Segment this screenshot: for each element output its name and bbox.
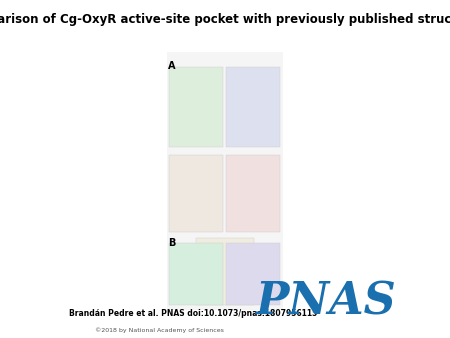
FancyBboxPatch shape xyxy=(166,52,284,310)
Text: PNAS: PNAS xyxy=(256,280,396,323)
Text: Brandán Pedre et al. PNAS doi:10.1073/pnas.1807956115: Brandán Pedre et al. PNAS doi:10.1073/pn… xyxy=(69,309,317,318)
Text: A: A xyxy=(168,61,176,71)
FancyBboxPatch shape xyxy=(169,67,223,147)
FancyBboxPatch shape xyxy=(169,243,223,305)
Text: ©2018 by National Academy of Sciences: ©2018 by National Academy of Sciences xyxy=(95,328,224,333)
FancyBboxPatch shape xyxy=(226,155,280,232)
FancyBboxPatch shape xyxy=(169,155,223,232)
FancyBboxPatch shape xyxy=(226,67,280,147)
FancyBboxPatch shape xyxy=(196,238,254,305)
Text: Comparison of Cg-OxyR active-site pocket with previously published structures.: Comparison of Cg-OxyR active-site pocket… xyxy=(0,13,450,26)
FancyBboxPatch shape xyxy=(226,243,280,305)
Text: B: B xyxy=(168,238,175,247)
